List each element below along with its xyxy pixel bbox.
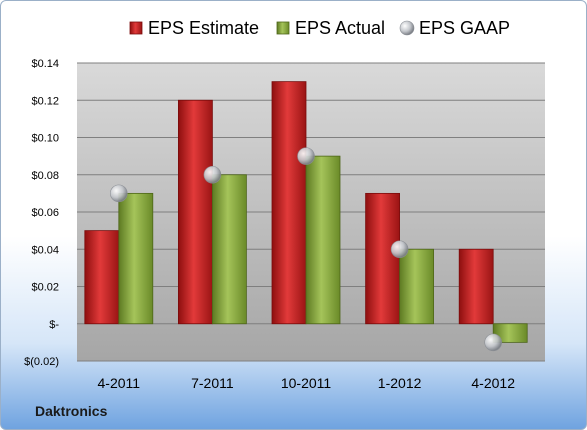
eps-estimate-bar (458, 248, 494, 325)
y-tick-label: $0.08 (31, 170, 59, 182)
y-tick-label: $0.12 (31, 95, 59, 107)
y-axis: $(0.02) $- $0.02 $0.04 $0.06 $0.08 $0.10 $0.12 $… (24, 58, 59, 368)
x-tick-label: 4-2011 (98, 375, 141, 391)
eps-actual-bar (211, 174, 247, 325)
eps-estimate-bar (271, 81, 307, 325)
x-tick-label: 7-2011 (191, 375, 234, 391)
y-tick-label: $0.10 (31, 133, 59, 145)
y-tick-label: $0.04 (31, 244, 59, 256)
eps-gaap-marker (484, 333, 503, 352)
x-tick-label: 10-2011 (281, 375, 332, 391)
eps-estimate-bar (365, 192, 401, 325)
legend-label: EPS Estimate (148, 18, 259, 38)
y-tick-label: $0.14 (31, 58, 59, 70)
x-tick-label: 4-2012 (471, 375, 515, 391)
eps-actual-bar (305, 155, 341, 325)
eps-actual-bar (118, 192, 154, 325)
legend: EPS Estimate EPS Actual EPS GAAP (129, 18, 510, 38)
legend-swatch (129, 21, 143, 35)
eps-gaap-marker (297, 147, 315, 165)
company-name: Daktronics (35, 403, 108, 419)
eps-gaap-marker (390, 240, 409, 259)
x-axis: 4-2011 7-2011 10-2011 1-2012 4-2012 (98, 375, 516, 391)
bars (84, 81, 528, 343)
eps-gaap-marker (110, 184, 128, 203)
y-tick-label: $(0.02) (24, 356, 59, 368)
eps-estimate-bar (177, 99, 213, 325)
y-tick-label: $- (49, 319, 59, 331)
legend-label: EPS GAAP (419, 18, 510, 38)
y-tick-label: $0.02 (31, 282, 59, 294)
eps-gaap-marker (203, 165, 222, 184)
legend-label: EPS Actual (295, 18, 385, 38)
legend-swatch (399, 20, 415, 36)
x-tick-label: 1-2012 (378, 375, 422, 391)
eps-actual-bar (399, 248, 435, 325)
legend-swatch (276, 21, 290, 35)
eps-actual-bar (492, 323, 528, 343)
eps-estimate-bar (84, 230, 120, 325)
gaap-markers (110, 147, 503, 352)
y-tick-label: $0.06 (31, 207, 59, 219)
